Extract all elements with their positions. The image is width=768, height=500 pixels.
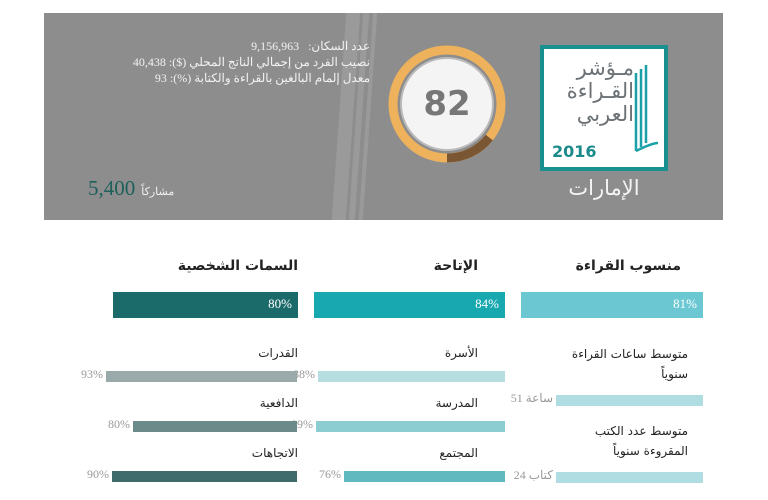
motivation-value: 80% bbox=[108, 417, 130, 431]
personal-traits-bar: 80% bbox=[113, 292, 298, 318]
avg-books-bar bbox=[556, 472, 703, 483]
abilities-value: 93% bbox=[81, 367, 103, 381]
school-bar bbox=[316, 421, 505, 432]
motivation-bar bbox=[133, 421, 297, 432]
attitudes-bar bbox=[112, 471, 297, 482]
participants-label: مشاركاً bbox=[141, 186, 175, 198]
personal-traits-title: السمات الشخصية bbox=[177, 258, 298, 274]
avg-reading-hours-label: متوسط ساعات القراءة سنوياً bbox=[571, 347, 688, 381]
attitudes-value: 90% bbox=[87, 467, 109, 481]
school-label: المدرسة bbox=[435, 396, 478, 410]
participants-count: مشاركاً 5,400 bbox=[88, 176, 174, 201]
stat-population: عدد السكان: 9,156,963 bbox=[251, 39, 370, 53]
reading-rate-bar: 81% bbox=[521, 292, 703, 318]
abilities-bar bbox=[106, 371, 297, 382]
stat-gdp: نصيب الفرد من إجمالي الناتج المحلي ($): … bbox=[132, 55, 370, 69]
abilities-label: القدرات bbox=[258, 346, 298, 360]
avg-reading-hours-value: 51 ساعة bbox=[510, 391, 553, 405]
family-bar bbox=[318, 371, 505, 382]
community-value: 76% bbox=[319, 467, 341, 481]
participants-value: 5,400 bbox=[88, 176, 136, 200]
availability-bar: 84% bbox=[314, 292, 505, 318]
stat-literacy: معدل إلمام البالغين بالقراءة والكتابة (%… bbox=[154, 71, 370, 85]
attitudes-label: الاتجاهات bbox=[251, 446, 298, 460]
motivation-label: الدافعية bbox=[259, 396, 298, 410]
arab-reading-index-logo: مـؤشر القـراءة العربي 2016 bbox=[540, 45, 668, 171]
community-bar bbox=[344, 471, 505, 482]
gauge-center bbox=[400, 57, 494, 151]
score-value: 82 bbox=[423, 84, 471, 124]
availability-title: الإتاحة bbox=[433, 258, 478, 274]
reading-rate-title: منسوب القراءة bbox=[575, 258, 681, 274]
country-name: الإمارات bbox=[568, 176, 640, 200]
avg-books-label: متوسط عدد الكتب المقروءة سنوياً bbox=[594, 424, 688, 458]
gauge-dark-segment bbox=[446, 134, 493, 163]
community-label: المجتمع bbox=[439, 446, 478, 460]
family-value: 88% bbox=[293, 367, 315, 381]
avg-books-value: 24 كتاب bbox=[513, 468, 553, 482]
book-icon bbox=[634, 65, 658, 153]
family-label: الأسرة bbox=[444, 346, 478, 360]
score-gauge bbox=[388, 45, 506, 163]
avg-reading-hours-bar bbox=[556, 395, 703, 406]
